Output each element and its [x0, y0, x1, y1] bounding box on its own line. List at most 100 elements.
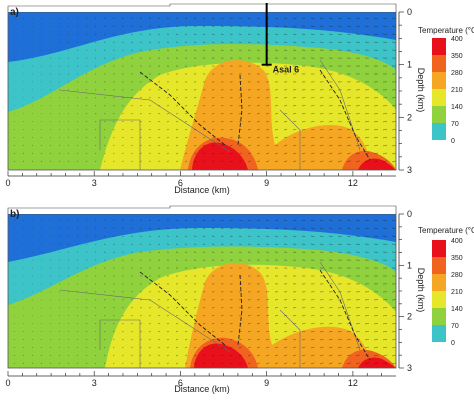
velocity-arrow — [229, 346, 233, 349]
velocity-arrow — [238, 25, 242, 27]
velocity-arrow — [220, 25, 224, 27]
velocity-arrow — [202, 33, 206, 35]
velocity-arrow — [193, 25, 197, 27]
x-tick-label: 6 — [178, 178, 183, 188]
velocity-arrow — [301, 330, 306, 333]
velocity-arrow — [310, 323, 315, 325]
velocity-arrow — [337, 346, 342, 349]
velocity-arrow — [166, 144, 170, 147]
velocity-arrow — [121, 17, 124, 19]
velocity-arrow — [256, 152, 260, 155]
velocity-arrow — [139, 362, 142, 365]
velocity-arrow — [40, 346, 42, 349]
velocity-arrow — [202, 128, 206, 131]
velocity-arrow — [355, 219, 360, 221]
velocity-arrow — [337, 338, 342, 341]
velocity-arrow — [202, 362, 206, 365]
velocity-arrow — [337, 219, 342, 221]
velocity-arrow — [229, 144, 233, 147]
velocity-arrow — [211, 25, 215, 27]
velocity-arrow — [355, 136, 360, 139]
velocity-arrow — [238, 323, 242, 325]
x-tick-label: 9 — [264, 178, 269, 188]
velocity-arrow — [310, 227, 315, 229]
velocity-arrow — [148, 144, 151, 147]
velocity-arrow — [130, 17, 133, 19]
velocity-arrow — [346, 315, 351, 317]
velocity-arrow — [211, 354, 215, 357]
velocity-arrow — [175, 160, 179, 163]
velocity-arrow — [157, 25, 160, 27]
velocity-arrow — [328, 121, 333, 123]
velocity-arrow — [184, 25, 188, 27]
velocity-arrow — [256, 330, 260, 333]
velocity-arrow — [238, 219, 242, 221]
velocity-arrow — [157, 113, 160, 115]
velocity-arrow — [175, 235, 179, 237]
velocity-arrow — [112, 338, 115, 341]
velocity-arrow — [373, 152, 379, 155]
velocity-arrow — [103, 144, 106, 147]
velocity-arrow — [103, 121, 106, 123]
velocity-arrow — [337, 113, 342, 115]
velocity-arrow — [148, 354, 151, 357]
velocity-arrow — [157, 338, 160, 341]
velocity-arrow — [247, 235, 251, 237]
velocity-arrow — [229, 354, 233, 357]
velocity-arrow — [58, 113, 60, 115]
velocity-arrow — [67, 129, 70, 131]
velocity-arrow — [76, 331, 79, 333]
colorbar-label: 280 — [451, 272, 463, 279]
velocity-arrow — [67, 113, 70, 115]
velocity-arrow — [139, 128, 142, 131]
velocity-arrow — [103, 152, 106, 155]
velocity-arrow — [283, 17, 288, 19]
velocity-arrow — [220, 17, 224, 19]
velocity-arrow — [166, 346, 170, 349]
velocity-arrow — [184, 338, 188, 341]
velocity-arrow — [364, 144, 369, 147]
velocity-arrow — [40, 129, 42, 131]
velocity-arrow — [256, 113, 260, 115]
velocity-arrow — [58, 354, 61, 357]
velocity-arrow — [328, 338, 333, 341]
velocity-arrow — [292, 219, 297, 221]
velocity-arrow — [76, 33, 79, 35]
velocity-arrow — [130, 315, 133, 317]
velocity-arrow — [193, 235, 197, 237]
velocity-arrow — [274, 362, 279, 365]
velocity-arrow — [40, 33, 42, 35]
velocity-arrow — [202, 235, 206, 237]
velocity-arrow — [328, 346, 333, 349]
colorbar-swatch-70 — [432, 325, 446, 342]
velocity-arrow — [328, 323, 333, 325]
velocity-arrow — [103, 113, 106, 115]
velocity-arrow — [31, 227, 33, 229]
velocity-arrow — [67, 17, 70, 19]
velocity-arrow — [391, 33, 396, 35]
velocity-arrow — [130, 331, 133, 333]
velocity-arrow — [355, 362, 360, 365]
velocity-arrow — [157, 315, 160, 317]
velocity-arrow — [247, 362, 251, 365]
velocity-arrow — [148, 362, 151, 365]
velocity-arrow — [130, 160, 133, 163]
velocity-arrow — [31, 362, 33, 365]
velocity-arrow — [301, 346, 306, 349]
velocity-arrow — [391, 152, 396, 155]
velocity-arrow — [148, 330, 151, 333]
velocity-arrow — [292, 25, 297, 27]
velocity-arrow — [148, 323, 151, 325]
velocity-arrow — [148, 128, 151, 131]
velocity-arrow — [58, 219, 61, 221]
velocity-arrow — [175, 17, 179, 19]
velocity-arrow — [22, 323, 24, 325]
velocity-arrow — [247, 136, 251, 139]
velocity-arrow — [364, 160, 369, 163]
velocity-arrow — [76, 219, 79, 221]
velocity-arrow — [247, 121, 251, 123]
velocity-arrow — [211, 33, 215, 35]
panel-a-colorbar-title: Temperature (°C) — [418, 26, 474, 35]
velocity-arrow — [301, 128, 306, 131]
